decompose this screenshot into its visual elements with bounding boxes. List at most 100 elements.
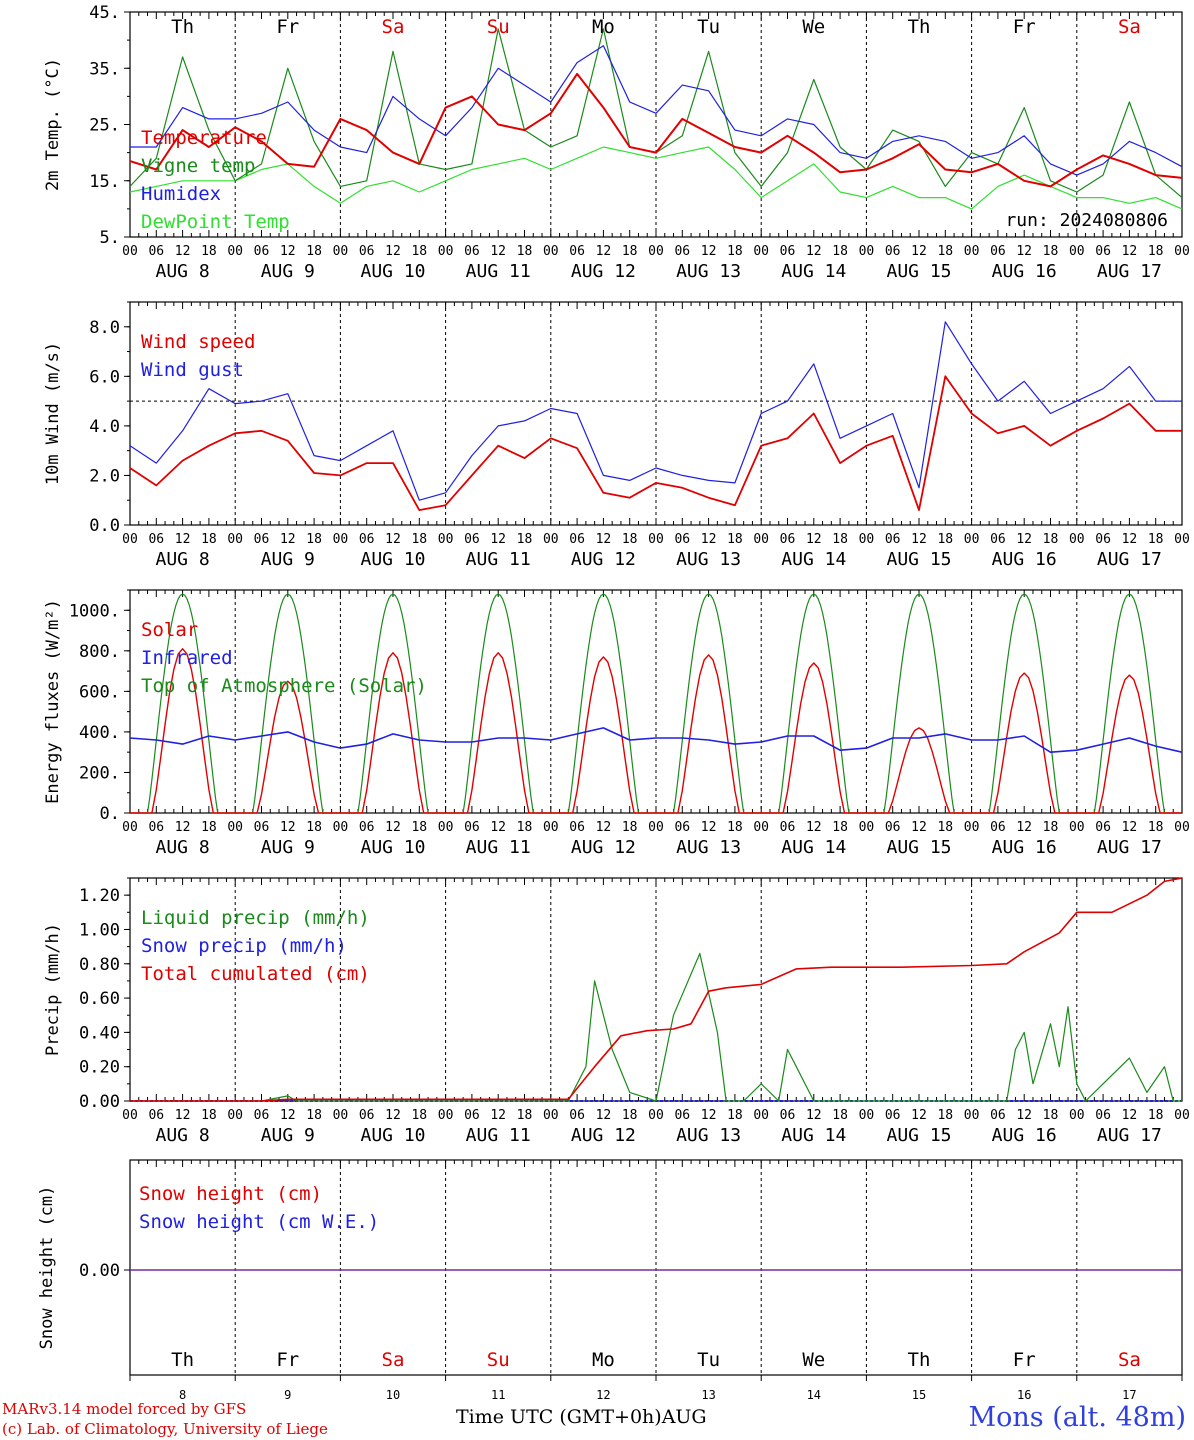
date-label: AUG 10 [360, 837, 425, 858]
hour-label: 18 [937, 244, 953, 259]
date-label: AUG 16 [992, 1125, 1057, 1146]
hour-label: 18 [517, 820, 533, 835]
date-label: AUG 13 [676, 549, 741, 570]
y-tick-label: 15. [89, 172, 120, 192]
legend-entry: Liquid precip (mm/h) [141, 907, 370, 929]
hour-label: 06 [1095, 532, 1111, 547]
hour-label: 18 [1148, 244, 1164, 259]
time-axis-label: Time UTC (GMT+0h)AUG [456, 1406, 707, 1428]
hour-label: 12 [911, 532, 927, 547]
toa-curve [340, 593, 446, 814]
hour-label: 06 [990, 820, 1006, 835]
hour-label: 12 [280, 244, 296, 259]
panel-4: 0.00 0.20 0.40 0.60 0.80 1.00 1.20 Precip (mm/h… [43, 877, 1190, 1146]
day-number: 16 [1017, 1388, 1031, 1402]
date-label: AUG 10 [360, 549, 425, 570]
hour-label: 18 [937, 532, 953, 547]
hour-label: 00 [438, 820, 454, 835]
series-line [129, 146, 1183, 210]
hour-label: 12 [385, 532, 401, 547]
date-label: AUG 9 [261, 1125, 315, 1146]
hour-label: 18 [1043, 1108, 1059, 1123]
hour-label: 18 [1148, 532, 1164, 547]
solar-curve [971, 672, 1077, 814]
y-tick-label: 200. [79, 763, 120, 783]
hour-label: 12 [1122, 532, 1138, 547]
hour-label: 06 [990, 244, 1006, 259]
hour-label: 06 [780, 532, 796, 547]
hour-label: 18 [306, 820, 322, 835]
hour-label: 12 [596, 532, 612, 547]
hour-label: 18 [937, 1108, 953, 1123]
hour-label: 06 [148, 532, 164, 547]
hour-label: 06 [1095, 1108, 1111, 1123]
hour-label: 18 [201, 244, 217, 259]
day-abbr: Mo [592, 1349, 615, 1371]
toa-curve [445, 593, 551, 814]
hour-label: 18 [201, 820, 217, 835]
hour-label: 00 [543, 1108, 559, 1123]
hour-label: 06 [148, 820, 164, 835]
y-tick-label: 0.20 [79, 1058, 120, 1078]
day-number: 8 [179, 1388, 186, 1402]
hour-label: 06 [674, 244, 690, 259]
y-tick-label: 600. [79, 682, 120, 702]
hour-label: 18 [937, 820, 953, 835]
hour-label: 06 [359, 1108, 375, 1123]
hour-label: 00 [122, 1108, 138, 1123]
y-tick-label: 0.40 [79, 1023, 120, 1043]
hour-label: 12 [1122, 244, 1138, 259]
hour-label: 12 [806, 532, 822, 547]
hour-label: 18 [411, 1108, 427, 1123]
hour-label: 00 [648, 820, 664, 835]
hour-label: 00 [859, 532, 875, 547]
hour-label: 06 [780, 820, 796, 835]
hour-label: 00 [1174, 820, 1190, 835]
panel-1: 5. 15. 25. 35. 45. 2m Temp. (°C) Th Fr Sa Su Mo Tu W… [43, 3, 1190, 282]
series-line [129, 72, 1183, 188]
date-label: AUG 17 [1097, 837, 1162, 858]
day-abbr: Fr [276, 1349, 299, 1371]
hour-label: 06 [780, 244, 796, 259]
date-label: AUG 13 [676, 1125, 741, 1146]
series-line [129, 321, 1182, 501]
date-label: AUG 17 [1097, 549, 1162, 570]
day-abbr: Sa [382, 1349, 405, 1371]
hour-label: 18 [306, 532, 322, 547]
hour-label: 18 [622, 244, 638, 259]
hour-label: 12 [701, 244, 717, 259]
hour-label: 12 [1122, 1108, 1138, 1123]
hour-label: 00 [859, 820, 875, 835]
series-line [130, 45, 1183, 176]
hour-label: 12 [175, 820, 191, 835]
hour-label: 00 [859, 1108, 875, 1123]
y-tick-label: 0.00 [79, 1092, 120, 1112]
panel-frame [129, 301, 1183, 526]
date-label: AUG 12 [571, 549, 636, 570]
hour-label: 00 [227, 532, 243, 547]
hour-label: 06 [569, 820, 585, 835]
y-axis-label: Snow height (cm) [37, 1186, 57, 1350]
hour-label: 12 [596, 820, 612, 835]
y-tick-label: 400. [79, 723, 120, 743]
y-axis-label: Energy fluxes (W/m²) [43, 599, 63, 804]
hour-label: 06 [359, 820, 375, 835]
legend-entry: Infrared [141, 647, 233, 669]
solar-curve [445, 652, 551, 814]
date-label: AUG 13 [676, 261, 741, 282]
hour-label: 00 [1069, 244, 1085, 259]
legend-entry: Wind speed [141, 331, 255, 353]
day-number: 12 [596, 1388, 610, 1402]
hour-label: 12 [385, 1108, 401, 1123]
hour-label: 00 [333, 1108, 349, 1123]
hour-label: 12 [280, 1108, 296, 1123]
date-label: AUG 8 [156, 837, 210, 858]
y-tick-label: 1.00 [79, 920, 120, 940]
hour-label: 18 [517, 1108, 533, 1123]
hour-label: 12 [1016, 244, 1032, 259]
y-tick-label: 0.60 [79, 989, 120, 1009]
date-label: AUG 12 [571, 837, 636, 858]
legend-entry: Vigne temp [141, 155, 255, 177]
date-label: AUG 15 [886, 261, 951, 282]
hour-label: 06 [569, 532, 585, 547]
